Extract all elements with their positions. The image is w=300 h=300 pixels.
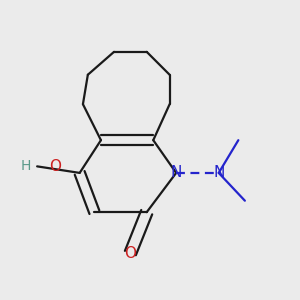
Text: N: N [170,165,182,180]
Text: H: H [21,159,31,173]
Text: O: O [124,246,136,261]
Text: N: N [213,165,224,180]
Text: O: O [49,159,61,174]
